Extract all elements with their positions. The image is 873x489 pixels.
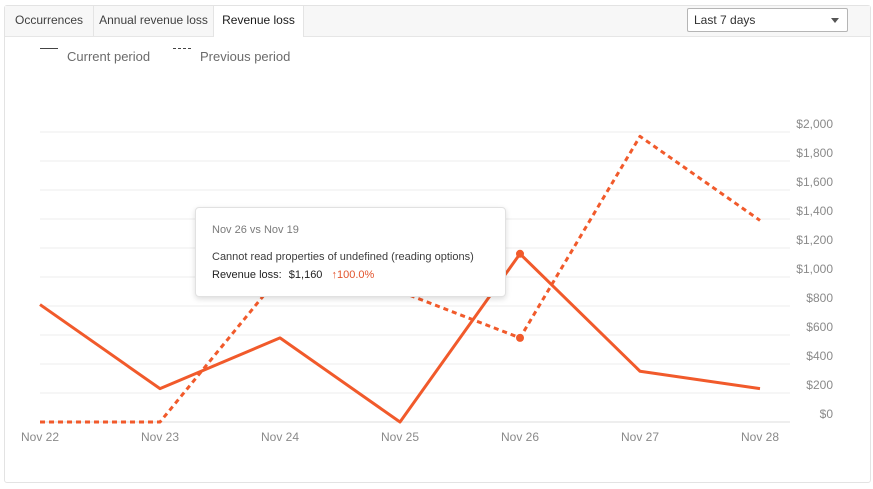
chevron-down-icon <box>831 18 839 23</box>
y-tick-label: $2,000 <box>796 117 833 131</box>
tooltip-metric-label: Revenue loss: <box>212 269 282 281</box>
dashed-line-swatch <box>173 48 191 49</box>
y-tick-label: $200 <box>806 378 833 392</box>
arrow-up-icon: ↑ <box>331 269 338 281</box>
tooltip-change: ↑100.0% <box>332 269 375 281</box>
period-select-value: Last 7 days <box>694 13 756 27</box>
x-tick-label: Nov 27 <box>621 430 659 444</box>
tab-occurrences[interactable]: Occurrences <box>5 6 94 36</box>
x-tick-label: Nov 22 <box>21 430 59 444</box>
solid-line-swatch <box>40 48 58 49</box>
x-tick-label: Nov 28 <box>741 430 779 444</box>
y-tick-label: $1,000 <box>796 262 833 276</box>
legend-current-label: Current period <box>67 49 151 64</box>
tooltip-metric-value: $1,160 <box>288 269 323 281</box>
tooltip-metric-row: Revenue loss: $1,160 ↑100.0% <box>212 269 374 281</box>
y-tick-label: $1,800 <box>796 146 833 160</box>
tab-annual-revenue-loss[interactable]: Annual revenue loss <box>99 13 208 27</box>
tooltip-title: Nov 26 vs Nov 19 <box>212 224 299 236</box>
previous-period-point <box>516 333 524 342</box>
tab-revenue-loss[interactable]: Revenue loss <box>213 6 304 37</box>
y-tick-label: $800 <box>806 291 833 305</box>
current-period-point <box>516 249 524 258</box>
chart-tooltip: Nov 26 vs Nov 19 Cannot read properties … <box>195 207 506 297</box>
current-period-line <box>39 252 761 424</box>
tooltip-message: Cannot read properties of undefined (rea… <box>212 251 474 263</box>
x-tick-label: Nov 25 <box>381 430 419 444</box>
x-tick-label: Nov 24 <box>261 430 299 444</box>
y-tick-label: $0 <box>820 407 834 421</box>
x-tick-label: Nov 26 <box>501 430 539 444</box>
y-tick-label: $1,400 <box>796 204 833 218</box>
legend-previous-label: Previous period <box>200 49 291 64</box>
tab-bar: Occurrences Annual revenue loss Revenue … <box>5 6 870 37</box>
y-tick-label: $400 <box>806 349 833 363</box>
y-tick-label: $1,600 <box>796 175 833 189</box>
tooltip-change-value: 100.0% <box>337 269 375 281</box>
y-tick-label: $600 <box>806 320 833 334</box>
previous-period-line <box>40 134 761 424</box>
x-tick-label: Nov 23 <box>141 430 179 444</box>
period-select[interactable]: Last 7 days <box>687 8 848 32</box>
y-tick-label: $1,200 <box>796 233 833 247</box>
revenue-loss-card: Occurrences Annual revenue loss Revenue … <box>4 5 871 483</box>
